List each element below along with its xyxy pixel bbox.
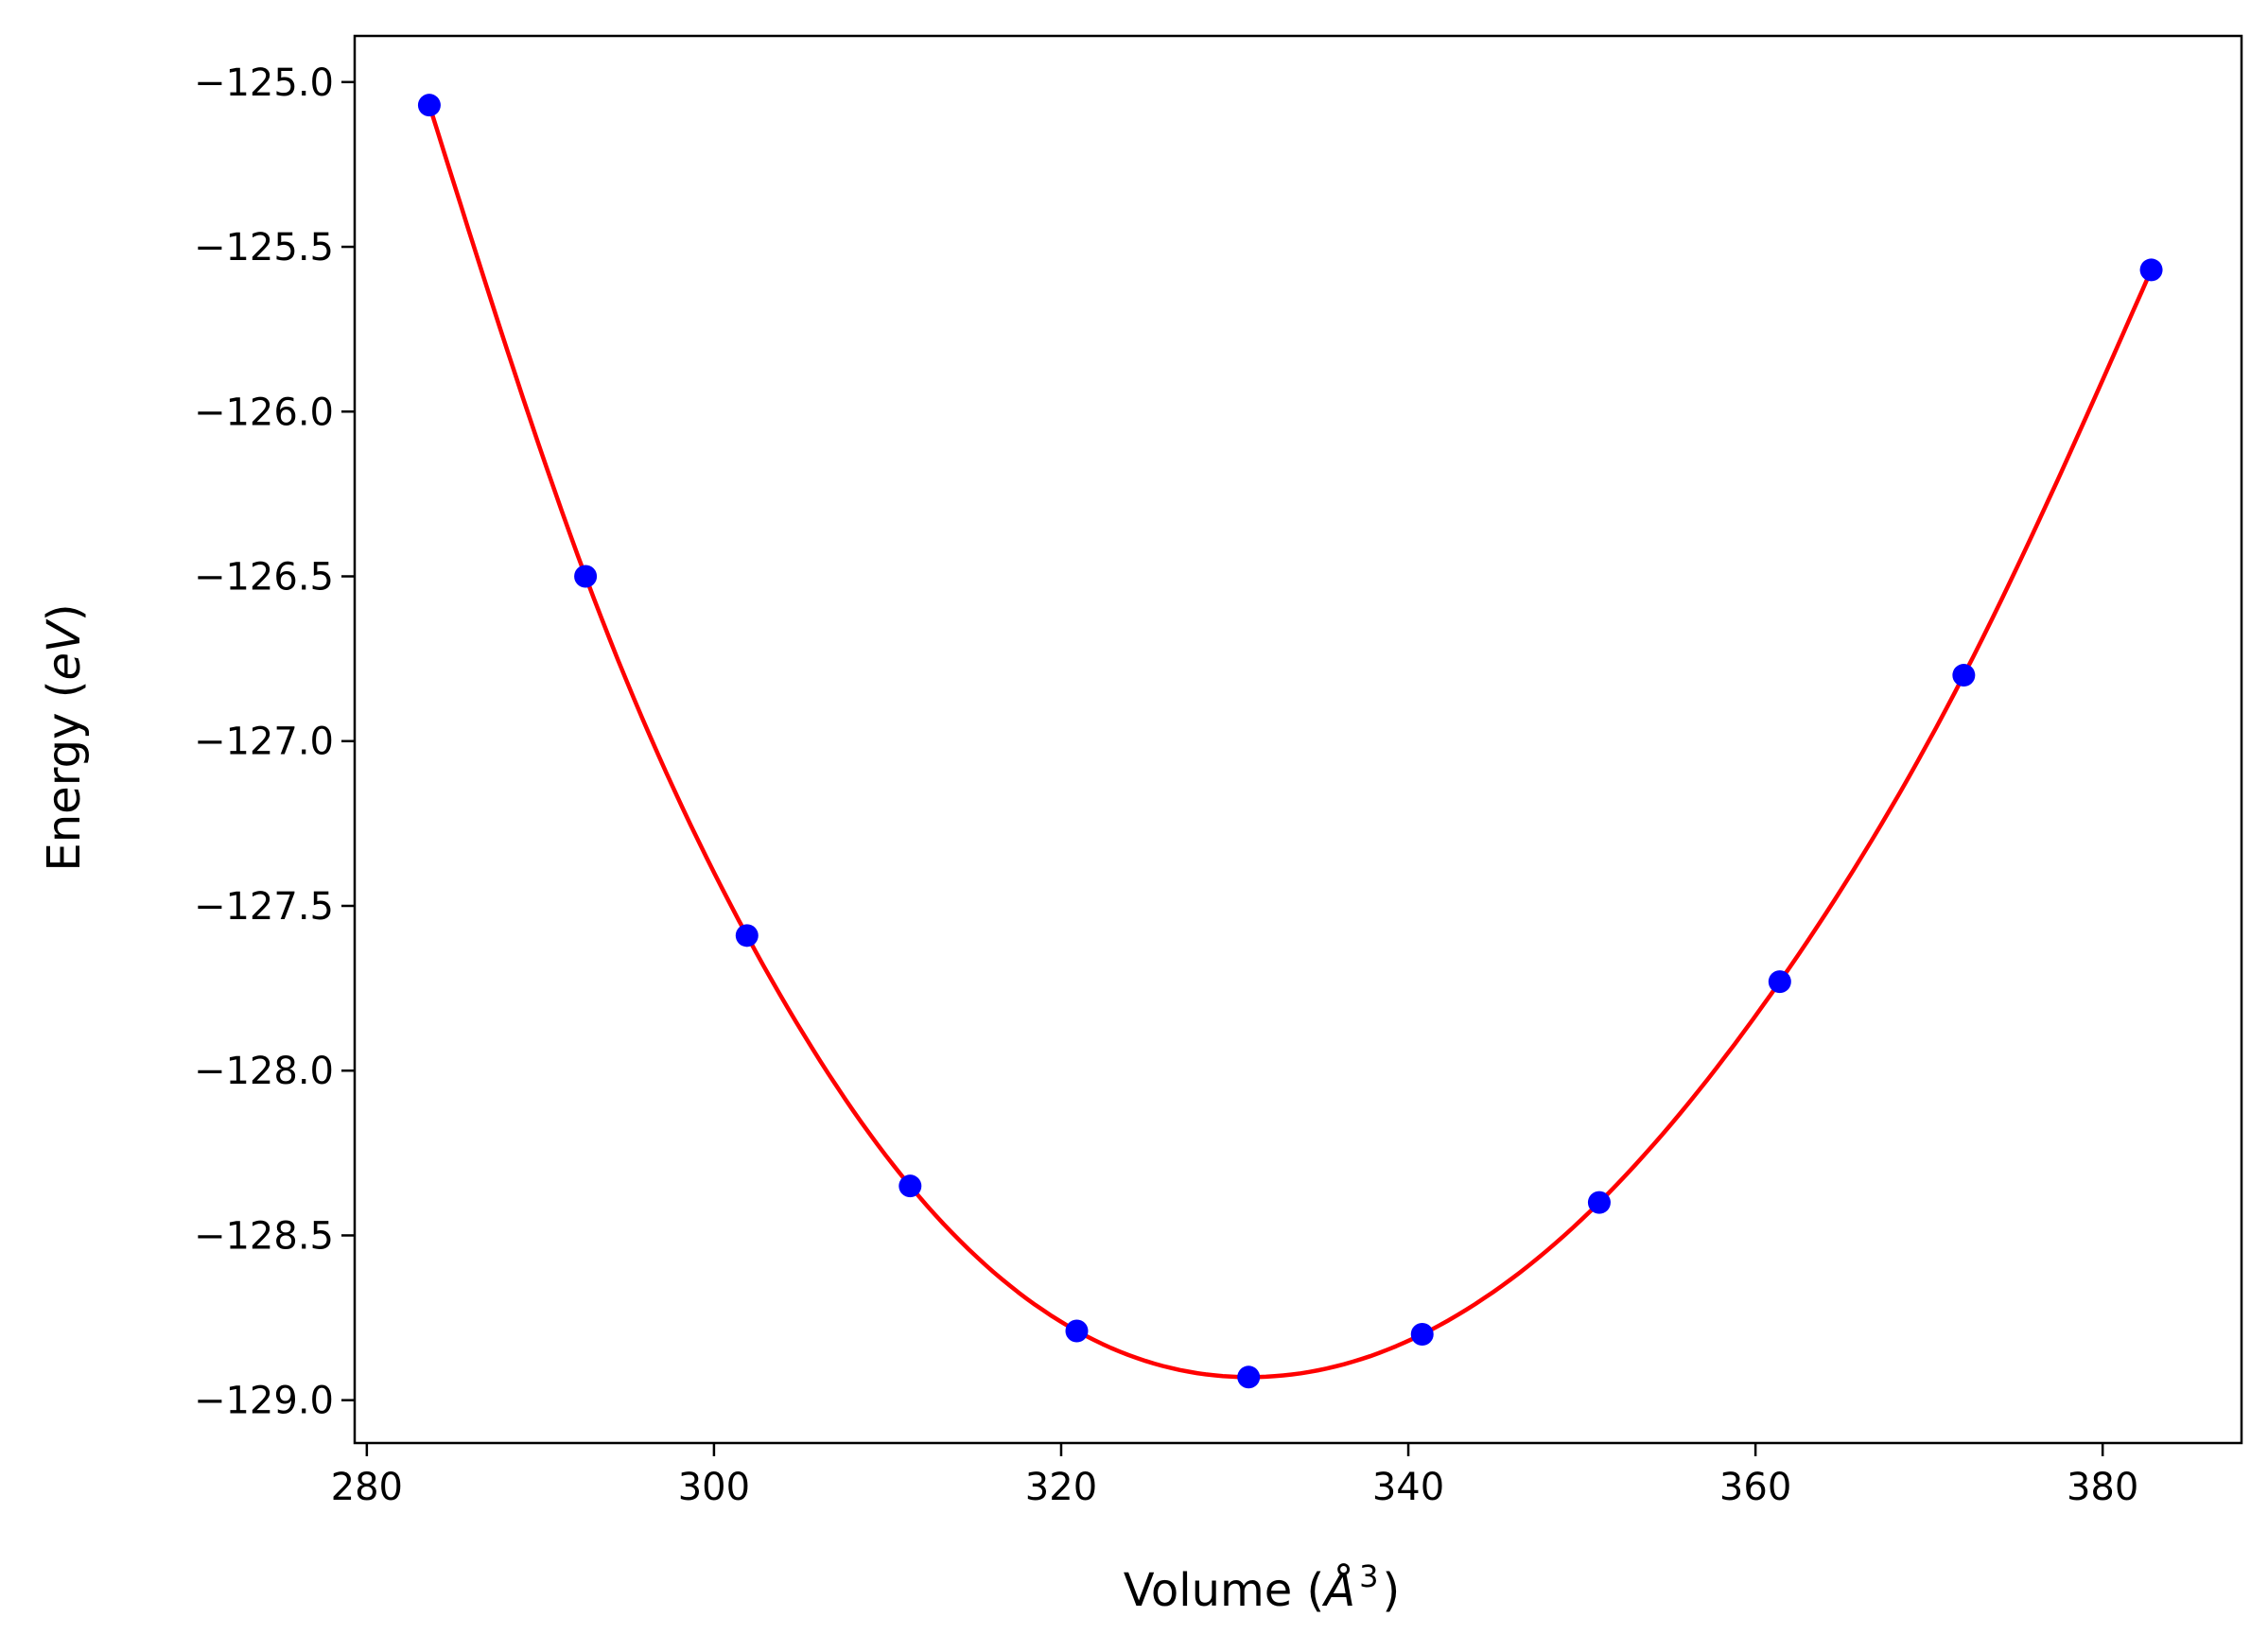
y-tick-label: −127.0 bbox=[194, 721, 334, 764]
y-axis-label: Energy (eV) bbox=[38, 603, 91, 871]
y-tick-label: −125.0 bbox=[194, 61, 334, 105]
x-axis-label-unit-symbol: Å bbox=[1321, 1563, 1355, 1617]
y-tick-label: −128.0 bbox=[194, 1050, 334, 1093]
x-axis-label: Volume (Å 3) bbox=[1124, 1558, 1400, 1617]
y-tick-label: −126.5 bbox=[194, 556, 334, 600]
data-point bbox=[1410, 1323, 1434, 1347]
y-axis: −125.0 −125.5 −126.0 −126.5 −127.0 −127.5 −128… bbox=[194, 61, 355, 1423]
y-tick-label: −127.5 bbox=[194, 885, 334, 929]
data-points-layer bbox=[417, 94, 2163, 1389]
x-axis-label-exponent: 3 bbox=[1359, 1558, 1378, 1594]
x-tick-label: 380 bbox=[2067, 1466, 2138, 1509]
x-axis-label-suffix: ) bbox=[1382, 1564, 1400, 1617]
x-axis: 280 300 320 340 360 380 bbox=[331, 1443, 2138, 1509]
data-point bbox=[1065, 1319, 1089, 1343]
x-axis-label-prefix: Volume ( bbox=[1124, 1564, 1325, 1617]
data-point bbox=[1952, 664, 1976, 687]
y-tick-label: −126.0 bbox=[194, 391, 334, 434]
data-point bbox=[1768, 970, 1791, 994]
x-tick-label: 280 bbox=[331, 1466, 403, 1509]
data-point bbox=[574, 565, 598, 588]
data-point bbox=[2139, 258, 2163, 282]
data-point bbox=[735, 924, 759, 948]
plot-frame bbox=[353, 34, 2243, 1445]
data-point bbox=[1237, 1365, 1261, 1389]
y-axis-label-suffix: ) bbox=[38, 603, 91, 621]
y-tick-label: −129.0 bbox=[194, 1380, 334, 1423]
x-tick-label: 360 bbox=[1719, 1466, 1791, 1509]
y-axis-label-unit: eV bbox=[38, 618, 91, 681]
x-tick-label: 320 bbox=[1025, 1466, 1097, 1509]
y-tick-label: −125.5 bbox=[194, 226, 334, 270]
data-point bbox=[417, 94, 441, 117]
y-axis-label-prefix: Energy ( bbox=[38, 681, 91, 872]
data-point bbox=[1587, 1191, 1611, 1214]
data-point bbox=[898, 1174, 922, 1198]
x-tick-label: 300 bbox=[678, 1466, 750, 1509]
x-tick-label: 340 bbox=[1372, 1466, 1444, 1509]
y-tick-label: −128.5 bbox=[194, 1214, 334, 1258]
